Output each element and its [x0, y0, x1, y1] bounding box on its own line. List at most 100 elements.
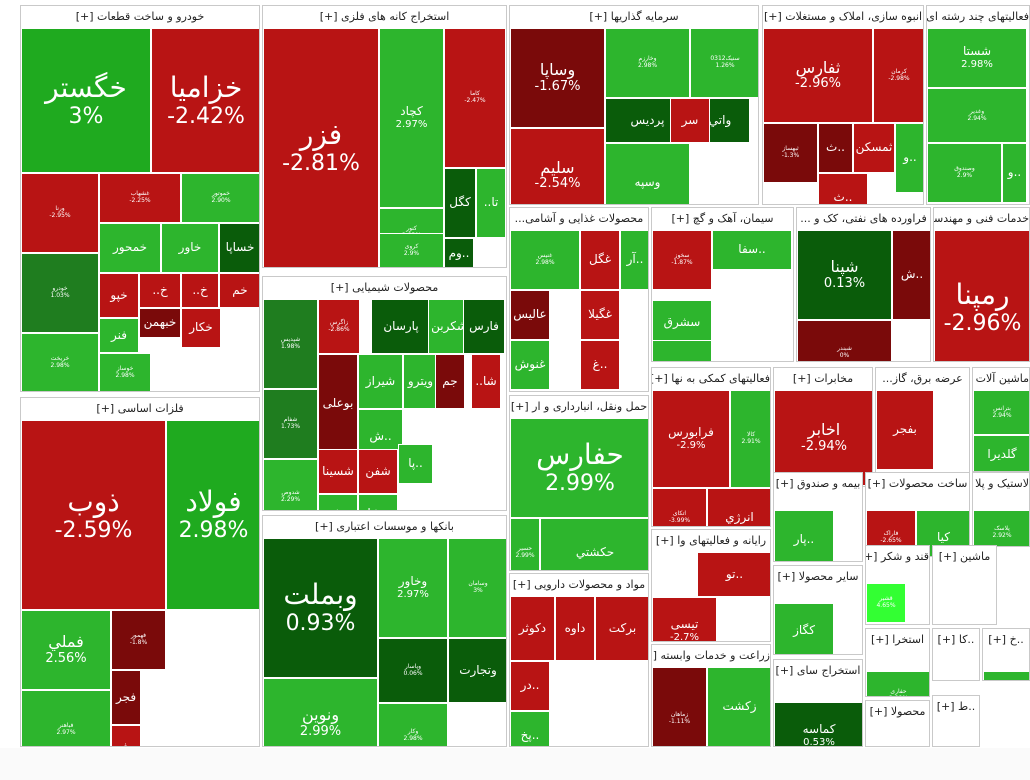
stock-tile[interactable]: غنوش — [510, 340, 550, 390]
sector-header[interactable]: مواد و محصولات دارویی [+] — [510, 574, 648, 596]
stock-tile[interactable]: کروی 2.9% — [379, 233, 444, 267]
stock-tile[interactable]: ..پخ — [510, 711, 550, 746]
stock-tile[interactable]: ..شا — [358, 494, 398, 510]
stock-tile[interactable]: حسیر 2.99% — [510, 518, 540, 570]
stock-tile[interactable]: ..شد — [318, 494, 358, 510]
sector-header[interactable]: مخابرات [+] — [774, 368, 872, 390]
stock-tile[interactable]: پلاسک 2.92% — [973, 510, 1029, 546]
stock-tile[interactable]: کرمان -2.98% — [873, 28, 923, 123]
stock-tile[interactable]: سلیم -2.54% — [510, 128, 605, 204]
stock-tile[interactable]: برکت — [595, 596, 648, 661]
sector-header[interactable]: ماشین آلات و... — [973, 368, 1029, 390]
stock-tile[interactable]: وخاور 2.97% — [378, 538, 448, 638]
sector-header[interactable]: رایانه و فعالیتهای وا [+] — [652, 530, 770, 552]
stock-tile[interactable]: ..تو — [697, 552, 770, 597]
stock-tile[interactable]: افق — [983, 671, 1029, 680]
stock-tile[interactable]: تیسی -2.7% — [652, 597, 717, 641]
stock-tile[interactable]: ..ث — [818, 173, 868, 204]
stock-tile[interactable]: تا.. — [476, 168, 506, 238]
stock-tile[interactable]: وبملت 0.93% — [263, 538, 378, 678]
stock-tile[interactable]: کماسه 0.53% — [774, 702, 862, 746]
sector-header[interactable]: حمل ونقل، انبارداری و ار [+] — [510, 396, 648, 418]
sector-header[interactable]: فعالیتهای چند رشته ای [+] — [927, 6, 1029, 28]
stock-tile[interactable]: ثفارس -2.96% — [763, 28, 873, 123]
sector-header[interactable]: فراورده های نفتی، کک و ... — [797, 208, 930, 230]
stock-tile[interactable]: شسینا — [318, 449, 358, 494]
sector-header[interactable]: بانکها و موسسات اعتباری [+] — [263, 516, 506, 538]
stock-tile[interactable]: خزامیا -2.42% — [151, 28, 259, 173]
sector-header[interactable]: ..کا [+] — [933, 629, 979, 651]
sector-header[interactable]: محصولا [+] — [866, 701, 929, 723]
stock-tile[interactable]: شپنا 0.13% — [797, 230, 892, 320]
stock-tile[interactable]: شپدیس 1.98% — [263, 299, 318, 389]
stock-tile[interactable]: ..پا — [398, 444, 433, 484]
stock-tile[interactable]: سر — [670, 98, 710, 143]
stock-tile[interactable]: ..آر — [620, 230, 648, 290]
stock-tile[interactable]: وتجارت — [448, 638, 506, 703]
stock-tile[interactable]: خمحور — [99, 223, 161, 273]
stock-tile[interactable]: خساپا — [219, 223, 259, 273]
stock-tile[interactable]: بفجر — [876, 390, 934, 470]
stock-tile[interactable]: خم — [219, 273, 259, 308]
stock-tile[interactable]: ..و — [1002, 143, 1027, 203]
stock-tile[interactable]: پارسان — [371, 299, 431, 354]
stock-tile[interactable]: اتکای -3.99% — [652, 488, 707, 526]
stock-tile[interactable]: شستا 2.98% — [927, 28, 1027, 88]
sector-header[interactable]: ساخت محصولات [+] — [866, 473, 969, 495]
stock-tile[interactable]: سشرق — [652, 300, 712, 345]
sector-header[interactable]: فعالیتهای کمکی به نها [+] — [652, 368, 770, 390]
sector-header[interactable]: بیمه و صندوق [+] — [774, 473, 862, 495]
stock-tile[interactable]: خبهمن — [139, 308, 181, 338]
sector-header[interactable]: سیمان، آهک و گچ [+] — [652, 208, 793, 230]
sector-header[interactable]: استخراج کانه های فلزی [+] — [263, 6, 506, 28]
stock-tile[interactable]: شفن — [358, 449, 398, 494]
stock-tile[interactable]: ..غ — [580, 340, 620, 390]
stock-tile[interactable]: خوساز 2.98% — [99, 353, 151, 391]
stock-tile[interactable]: وپاسار 0.06% — [378, 638, 448, 703]
stock-tile[interactable]: ..در — [510, 661, 550, 711]
stock-tile[interactable]: ثبهساز -1.3% — [763, 123, 818, 183]
stock-tile[interactable]: ..ش — [892, 230, 930, 320]
stock-tile[interactable]: انرژي — [707, 488, 770, 526]
sector-header[interactable]: فلزات اساسی [+] — [21, 398, 259, 420]
stock-tile[interactable]: شا.. — [471, 354, 501, 409]
sector-header[interactable]: سرمایه گذاریها [+] — [510, 6, 758, 28]
stock-tile[interactable]: شبندر 0% — [797, 320, 892, 361]
stock-tile[interactable]: ..فر — [111, 725, 141, 746]
stock-tile[interactable]: غنیس 2.98% — [510, 230, 580, 290]
stock-tile[interactable]: سنیک0312 1.26% — [690, 28, 758, 98]
stock-tile[interactable]: فارس — [463, 299, 505, 354]
stock-tile[interactable]: خ.. — [139, 273, 181, 308]
sector-header[interactable]: ماشین [+] — [933, 546, 996, 568]
sector-header[interactable]: عرضه برق، گاز... — [876, 368, 969, 390]
stock-tile[interactable]: فزر -2.81% — [263, 28, 379, 267]
stock-tile[interactable]: خگستر 3% — [21, 28, 151, 173]
stock-tile[interactable]: بترانس 2.94% — [973, 390, 1029, 435]
stock-tile[interactable]: ذوب -2.59% — [21, 420, 166, 610]
stock-tile[interactable]: کگاز — [774, 603, 834, 654]
stock-tile[interactable]: بوعلی — [318, 354, 358, 454]
stock-tile[interactable]: عالیس — [510, 290, 550, 340]
stock-tile[interactable]: وسپه — [605, 143, 690, 204]
sector-header[interactable]: محصولات غذایی و آشامی... — [510, 208, 648, 230]
sector-header[interactable]: قند و شکر [+] — [866, 546, 929, 568]
stock-tile[interactable]: جم — [435, 354, 465, 409]
stock-tile[interactable]: فولاد 2.98% — [166, 420, 259, 610]
stock-tile[interactable]: خ.. — [181, 273, 219, 308]
stock-tile[interactable]: سخوز -1.87% — [652, 230, 712, 290]
stock-tile[interactable]: ..سفا — [712, 230, 792, 270]
stock-tile[interactable]: فرابورس -2.9% — [652, 390, 730, 488]
sector-header[interactable]: زراعت و خدمات وابسته [+] — [652, 645, 770, 667]
stock-tile[interactable]: ..ث — [818, 123, 853, 173]
stock-tile[interactable]: قشیر 4.65% — [866, 583, 906, 623]
stock-tile[interactable]: حکشتي — [540, 518, 648, 570]
stock-tile[interactable]: خکار — [181, 308, 221, 348]
stock-tile[interactable]: ..پار — [774, 510, 834, 561]
stock-tile[interactable]: غگل — [580, 230, 620, 290]
stock-tile[interactable]: وساپا -1.67% — [510, 28, 605, 128]
stock-tile[interactable]: ثمسکن — [853, 123, 895, 173]
stock-tile[interactable]: خاور — [161, 223, 219, 273]
stock-tile[interactable]: دکوثر — [510, 596, 555, 661]
stock-tile[interactable]: کچاد 2.97% — [379, 28, 444, 208]
stock-tile[interactable]: ..وم — [444, 238, 474, 267]
